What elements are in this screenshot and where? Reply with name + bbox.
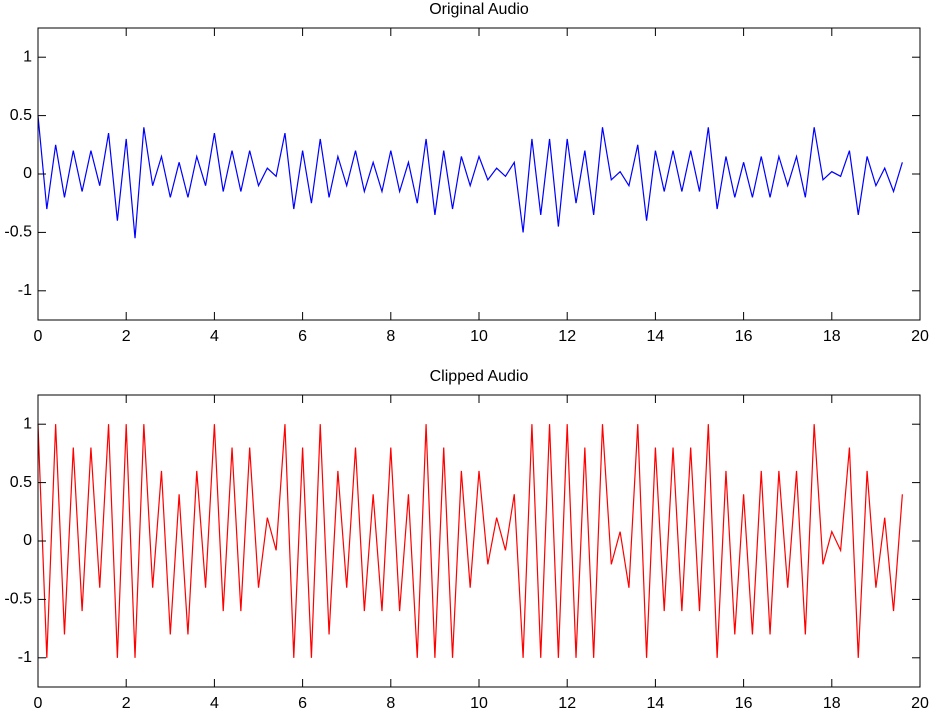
x-tick-label: 16 [735,695,753,712]
y-tick-label: 0.5 [10,107,32,124]
y-tick-label: 0 [23,532,32,549]
y-tick-label: -1 [18,282,32,299]
plot-area [38,28,920,320]
y-tick-label: 1 [23,48,32,65]
x-tick-label: 6 [298,328,307,345]
x-tick-label: 6 [298,695,307,712]
x-tick-label: 0 [34,695,43,712]
x-tick-label: 20 [911,695,929,712]
x-tick-label: 2 [122,695,131,712]
x-tick-label: 4 [210,328,219,345]
chart-title: Original Audio [429,1,529,18]
x-tick-label: 8 [386,328,395,345]
waveform [37,115,903,239]
waveform [37,424,903,658]
x-tick-label: 18 [823,695,841,712]
y-tick-label: 0 [23,165,32,182]
y-tick-label: -1 [18,649,32,666]
x-tick-label: 12 [558,695,576,712]
y-tick-label: 0.5 [10,474,32,491]
x-tick-label: 20 [911,328,929,345]
x-tick-label: 14 [647,328,665,345]
plot-area [38,395,920,687]
chart-title: Clipped Audio [430,368,529,385]
x-tick-label: 12 [558,328,576,345]
x-tick-label: 16 [735,328,753,345]
x-tick-label: 8 [386,695,395,712]
x-tick-label: 2 [122,328,131,345]
y-tick-label: 1 [23,415,32,432]
x-tick-label: 10 [470,328,488,345]
x-tick-label: 4 [210,695,219,712]
x-tick-label: 10 [470,695,488,712]
x-tick-label: 18 [823,328,841,345]
x-tick-label: 0 [34,328,43,345]
x-tick-label: 14 [647,695,665,712]
y-tick-label: -0.5 [4,591,32,608]
y-tick-label: -0.5 [4,224,32,241]
